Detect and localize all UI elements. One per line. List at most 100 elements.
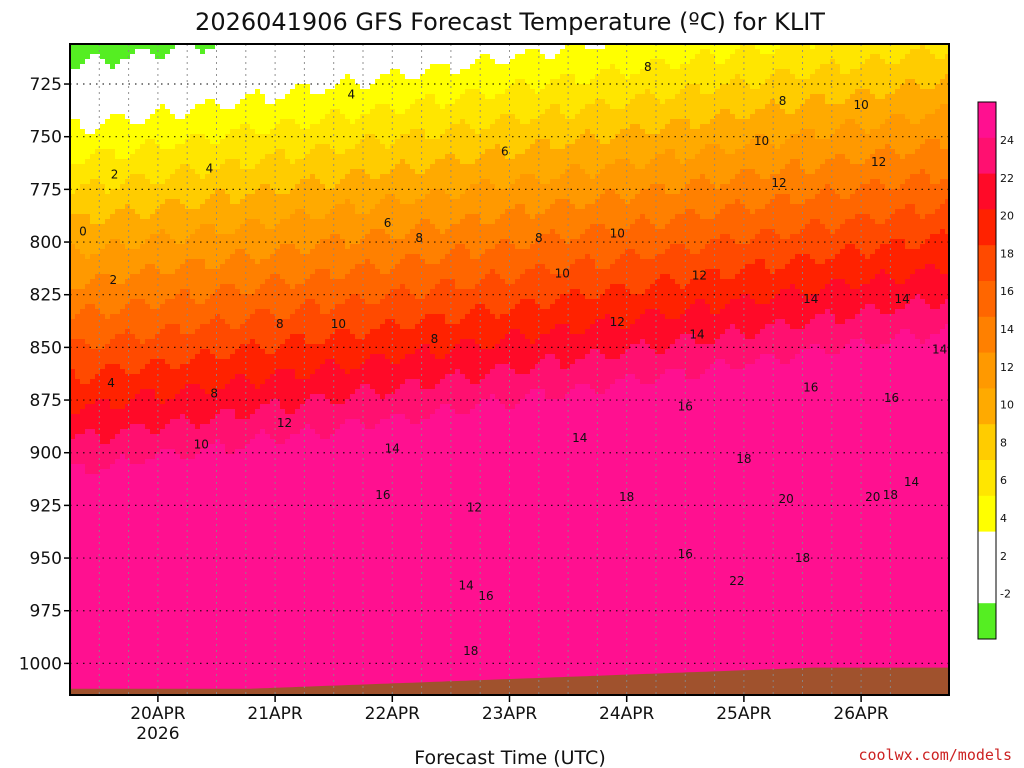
heatmap-cell (105, 94, 110, 99)
heatmap-cell (110, 69, 115, 74)
heatmap-cell (115, 234, 120, 239)
heatmap-cell (130, 489, 135, 494)
heatmap-cell (125, 94, 130, 99)
heatmap-cell (85, 264, 90, 269)
heatmap-cell (80, 99, 85, 104)
heatmap-cell (105, 229, 110, 234)
heatmap-cell (135, 244, 140, 249)
heatmap-cell (105, 149, 110, 154)
heatmap-cell (85, 344, 90, 349)
heatmap-cell (135, 369, 140, 374)
heatmap-cell (90, 409, 95, 414)
heatmap-cell (110, 154, 115, 159)
heatmap-cell (115, 624, 120, 629)
heatmap-cell (110, 264, 115, 269)
heatmap-cell (105, 564, 110, 569)
heatmap-cell (135, 164, 140, 169)
heatmap-cell (135, 214, 140, 219)
heatmap-cell (105, 289, 110, 294)
heatmap-cell (105, 649, 110, 654)
heatmap-cell (130, 194, 135, 199)
heatmap-cell (125, 99, 130, 104)
heatmap-cell (90, 179, 95, 184)
heatmap-cell (105, 169, 110, 174)
heatmap-cell (110, 419, 115, 424)
heatmap-cell (120, 579, 125, 584)
heatmap-cell (110, 59, 115, 64)
heatmap-cell (125, 454, 130, 459)
heatmap-cell (110, 494, 115, 499)
heatmap-cell (75, 609, 80, 614)
heatmap-cell (110, 464, 115, 469)
heatmap-cell (75, 359, 80, 364)
heatmap-cell (125, 274, 130, 279)
heatmap-cell (80, 509, 85, 514)
heatmap-cell (115, 414, 120, 419)
heatmap-cell (130, 174, 135, 179)
heatmap-cell (90, 579, 95, 584)
heatmap-cell (80, 299, 85, 304)
heatmap-cell (80, 464, 85, 469)
heatmap-cell (105, 74, 110, 79)
heatmap-cell (80, 434, 85, 439)
heatmap-cell (90, 569, 95, 574)
heatmap-cell (85, 449, 90, 454)
heatmap-cell (130, 114, 135, 119)
heatmap-cell (80, 64, 85, 69)
heatmap-cell (90, 509, 95, 514)
heatmap-cell (90, 664, 95, 669)
heatmap-cell (90, 219, 95, 224)
heatmap-cell (125, 324, 130, 329)
heatmap-cell (80, 404, 85, 409)
heatmap-cell (80, 644, 85, 649)
heatmap-cell (85, 339, 90, 344)
heatmap-cell (90, 109, 95, 114)
heatmap-cell (120, 244, 125, 249)
heatmap-cell (135, 324, 140, 329)
heatmap-cell (130, 599, 135, 604)
heatmap-cell (130, 159, 135, 164)
heatmap-cell (110, 134, 115, 139)
heatmap-cell (125, 679, 130, 684)
heatmap-cell (120, 199, 125, 204)
heatmap-cell (75, 349, 80, 354)
heatmap-cell (90, 419, 95, 424)
heatmap-cell (80, 304, 85, 309)
heatmap-cell (110, 144, 115, 149)
heatmap-cell (110, 679, 115, 684)
heatmap-cell (130, 454, 135, 459)
heatmap-cell (80, 634, 85, 639)
heatmap-cell (100, 244, 105, 249)
heatmap-cell (105, 444, 110, 449)
heatmap-cell (120, 279, 125, 284)
heatmap-cell (105, 324, 110, 329)
heatmap-cell (105, 334, 110, 339)
heatmap-cell (110, 619, 115, 624)
heatmap-cell (125, 204, 130, 209)
heatmap-cell (120, 334, 125, 339)
heatmap-cell (125, 539, 130, 544)
heatmap-cell (90, 684, 95, 689)
heatmap-cell (110, 429, 115, 434)
heatmap-cell (105, 684, 110, 689)
heatmap-cell (125, 109, 130, 114)
heatmap-cell (110, 519, 115, 524)
heatmap-cell (105, 654, 110, 659)
heatmap-cell (105, 164, 110, 169)
heatmap-cell (110, 504, 115, 509)
heatmap-cell (110, 469, 115, 474)
heatmap-cell (80, 479, 85, 484)
heatmap-cell (125, 64, 130, 69)
heatmap-cell (75, 679, 80, 684)
heatmap-cell (90, 69, 95, 74)
heatmap-cell (90, 549, 95, 554)
heatmap-cell (85, 424, 90, 429)
heatmap-cell (80, 139, 85, 144)
heatmap-cell (130, 429, 135, 434)
heatmap-cell (80, 129, 85, 134)
heatmap-cell (80, 504, 85, 509)
heatmap-cell (120, 679, 125, 684)
heatmap-cell (110, 199, 115, 204)
heatmap-cell (120, 74, 125, 79)
heatmap-cell (115, 639, 120, 644)
